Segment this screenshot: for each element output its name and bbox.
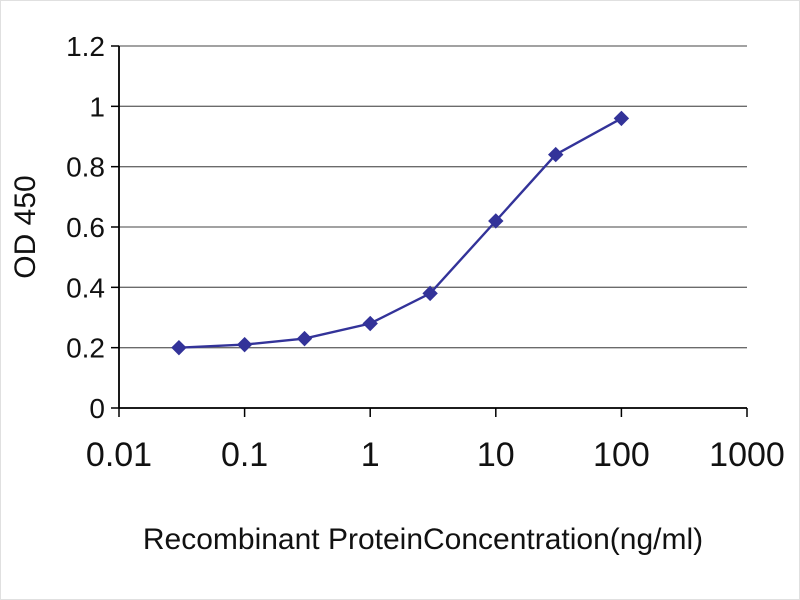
data-point-marker — [171, 339, 187, 356]
y-tick-label: 0.2 — [66, 333, 105, 364]
x-axis-title: Recombinant ProteinConcentration(ng/ml) — [143, 523, 703, 556]
x-tick-label: 100 — [593, 436, 650, 474]
x-tick-label: 0.01 — [86, 436, 152, 474]
data-point-marker — [548, 146, 564, 163]
data-point-marker — [488, 213, 504, 229]
y-tick-label: 0.4 — [66, 272, 105, 303]
data-point-marker — [422, 285, 438, 302]
data-point-marker — [236, 336, 253, 353]
series-layer — [171, 110, 630, 356]
tick-layer: 0 0.2 0.4 0.6 0.8 1 1.2 0.01 0.1 1 10 100 1000 — [66, 31, 785, 474]
x-tick-label: 1000 — [709, 436, 785, 474]
series-line — [178, 117, 622, 349]
y-tick-label: 1 — [89, 91, 105, 122]
gridline-layer — [119, 45, 747, 409]
x-tick-label: 10 — [477, 436, 515, 474]
y-tick-label: 0.8 — [66, 152, 105, 183]
data-point-marker — [296, 330, 313, 347]
y-tick-label: 0 — [89, 393, 105, 424]
x-tick-label: 0.1 — [221, 436, 268, 474]
y-tick-label: 0.6 — [66, 212, 105, 243]
data-point-marker — [613, 110, 630, 127]
x-tick-label: 1 — [361, 436, 380, 474]
data-point-marker — [362, 315, 378, 332]
y-axis-title: OD 450 — [9, 175, 42, 278]
y-tick-label: 1.2 — [66, 31, 105, 62]
